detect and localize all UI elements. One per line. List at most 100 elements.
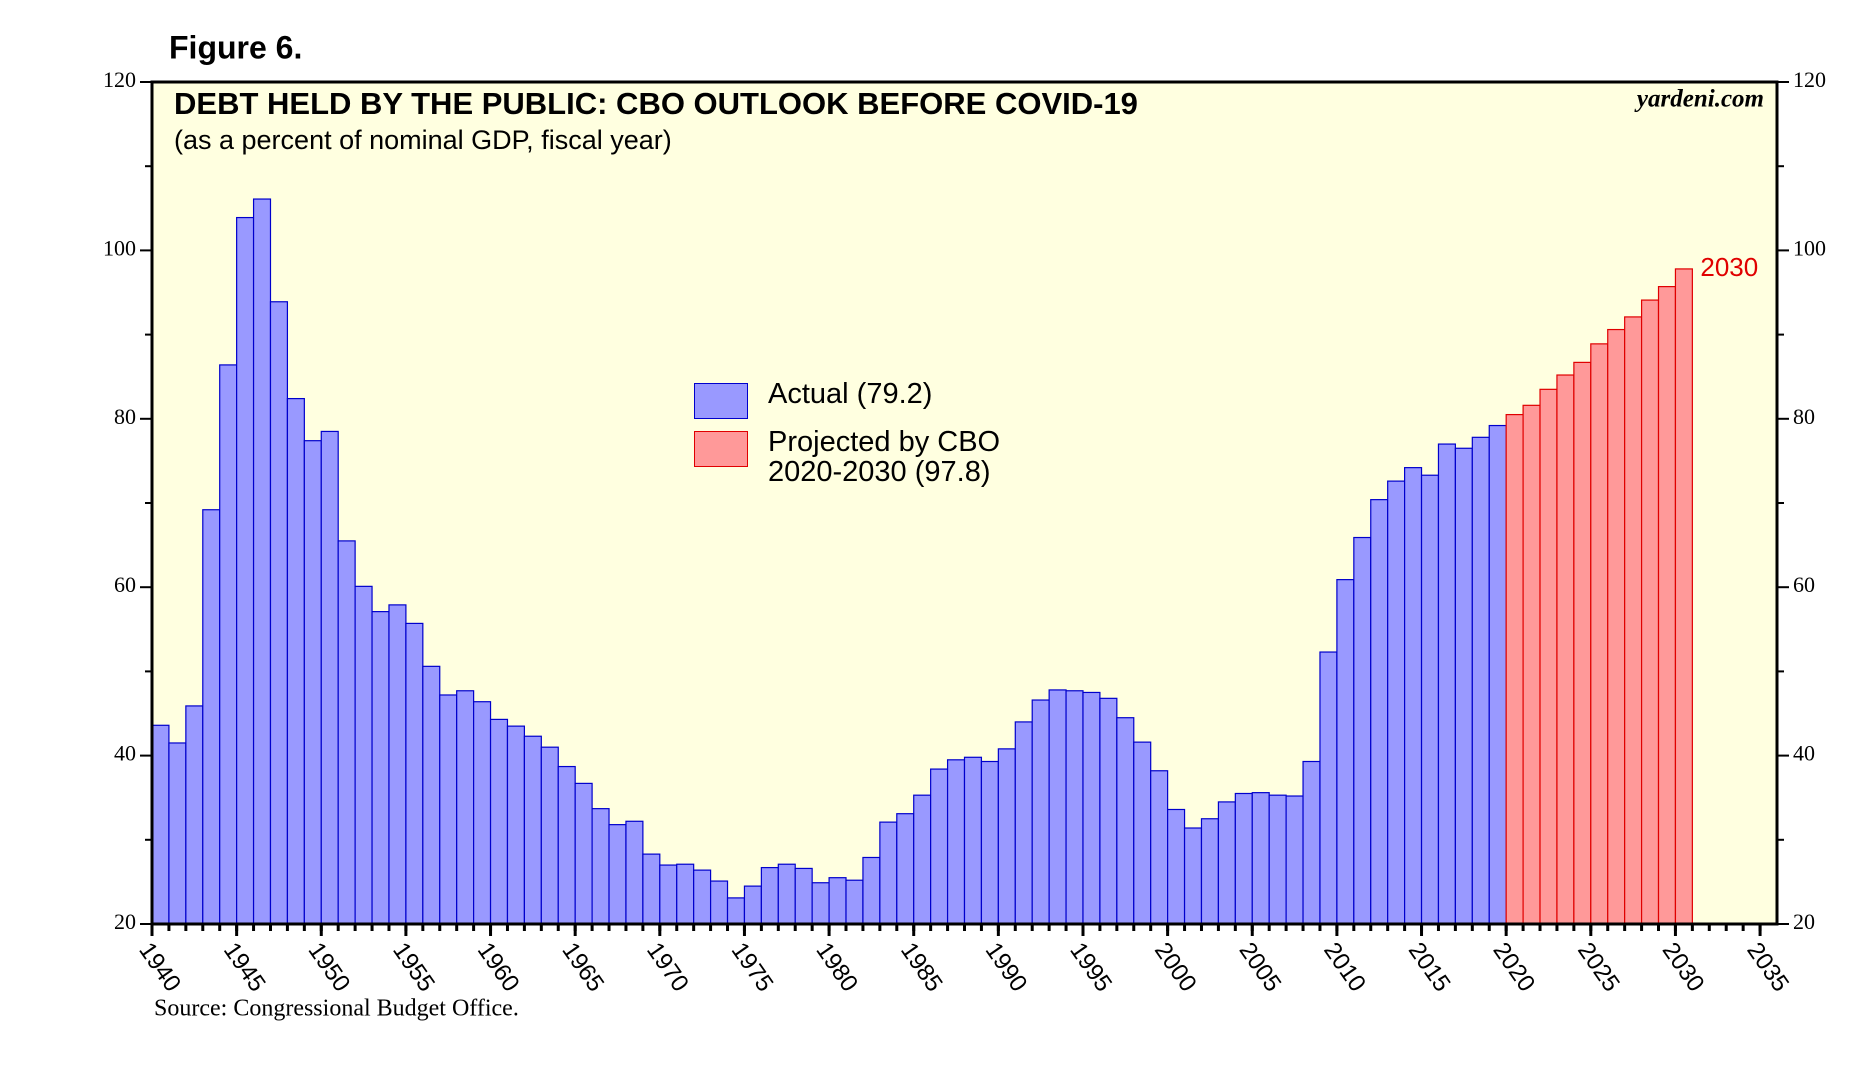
bar bbox=[523, 735, 542, 925]
source-note: Source: Congressional Budget Office. bbox=[154, 996, 519, 1022]
x-tick-label: 1950 bbox=[303, 938, 356, 997]
bar bbox=[439, 694, 458, 925]
bar bbox=[1437, 443, 1456, 925]
bar bbox=[625, 820, 644, 925]
bar bbox=[405, 622, 424, 925]
bar bbox=[828, 877, 847, 925]
x-tick-label: 1985 bbox=[895, 938, 948, 997]
bar bbox=[709, 880, 729, 925]
bar bbox=[1471, 436, 1490, 925]
legend-swatch bbox=[694, 431, 748, 467]
bar bbox=[794, 867, 813, 925]
bar bbox=[1674, 268, 1693, 925]
y-tick-label: 80 bbox=[114, 404, 136, 429]
x-tick-label: 2015 bbox=[1403, 938, 1456, 997]
bar bbox=[1573, 361, 1592, 925]
bar bbox=[1031, 699, 1050, 925]
x-tick-label: 1970 bbox=[641, 938, 694, 997]
bar bbox=[1251, 792, 1270, 925]
bar bbox=[303, 440, 322, 925]
bar bbox=[1200, 818, 1220, 925]
x-tick-label: 1955 bbox=[387, 938, 440, 997]
bar bbox=[693, 869, 712, 925]
bar bbox=[371, 611, 390, 925]
x-tick-label: 1965 bbox=[557, 938, 610, 997]
bar bbox=[557, 765, 576, 925]
bar bbox=[1556, 374, 1575, 925]
x-tick-label: 1940 bbox=[133, 938, 186, 997]
bar bbox=[1607, 328, 1626, 925]
bar bbox=[1539, 388, 1558, 925]
bar bbox=[269, 301, 289, 925]
bar bbox=[489, 718, 509, 925]
bar bbox=[1624, 316, 1643, 925]
bar bbox=[1234, 792, 1253, 925]
bar bbox=[1133, 741, 1152, 925]
bar bbox=[219, 364, 238, 925]
y-tick-label: 120 bbox=[103, 67, 136, 92]
bar bbox=[1404, 467, 1423, 925]
bar bbox=[1590, 343, 1609, 925]
x-tick-label: 1960 bbox=[472, 938, 525, 997]
bar bbox=[963, 756, 983, 925]
chart-title: DEBT HELD BY THE PUBLIC: CBO OUTLOOK BEF… bbox=[174, 86, 1138, 121]
y-tick-label: 60 bbox=[114, 572, 136, 597]
bar bbox=[608, 824, 627, 925]
bar bbox=[1099, 697, 1118, 925]
x-tick-label: 2000 bbox=[1149, 938, 1202, 997]
bar bbox=[1488, 424, 1507, 925]
bar bbox=[168, 742, 187, 925]
bar bbox=[930, 768, 949, 925]
bar bbox=[1640, 299, 1660, 925]
x-tick-label: 2025 bbox=[1572, 938, 1625, 997]
bar bbox=[1353, 536, 1372, 925]
bar bbox=[997, 748, 1016, 925]
x-tick-label: 2020 bbox=[1487, 938, 1540, 997]
legend-label: Actual (79.2) bbox=[768, 378, 933, 410]
bar bbox=[777, 863, 796, 925]
bar bbox=[540, 746, 559, 925]
x-tick-label: 1975 bbox=[726, 938, 779, 997]
x-tick-label: 2030 bbox=[1657, 938, 1710, 997]
bar bbox=[1454, 447, 1473, 925]
bar bbox=[1387, 480, 1406, 925]
bar bbox=[456, 690, 475, 925]
bar bbox=[862, 856, 881, 925]
annotation: 2030 bbox=[1700, 252, 1758, 282]
bar bbox=[1048, 689, 1067, 925]
bar bbox=[1065, 690, 1084, 925]
bar bbox=[845, 879, 864, 925]
bar bbox=[676, 863, 695, 925]
bar bbox=[1167, 808, 1186, 925]
x-tick-label: 2005 bbox=[1234, 938, 1287, 997]
bar bbox=[946, 759, 966, 925]
bar bbox=[1420, 474, 1440, 925]
bar bbox=[1014, 721, 1033, 925]
bar bbox=[980, 760, 999, 925]
bar bbox=[337, 540, 356, 925]
bar bbox=[811, 882, 830, 925]
bar bbox=[320, 430, 339, 925]
bar bbox=[388, 604, 407, 925]
y-tick-label: 20 bbox=[114, 909, 136, 934]
bar bbox=[879, 821, 898, 925]
figure-label: Figure 6. bbox=[169, 29, 302, 65]
bar bbox=[422, 665, 441, 925]
y-tick-label: 100 bbox=[103, 235, 136, 260]
x-tick-label: 1980 bbox=[810, 938, 863, 997]
chart-subtitle: (as a percent of nominal GDP, fiscal yea… bbox=[174, 125, 672, 155]
y2-tick-label: 60 bbox=[1793, 572, 1815, 597]
bar bbox=[1183, 827, 1203, 925]
bar bbox=[151, 724, 170, 925]
x-tick-label: 1990 bbox=[980, 938, 1033, 997]
y2-tick-label: 40 bbox=[1793, 741, 1815, 766]
bar bbox=[1150, 770, 1169, 925]
bar bbox=[286, 397, 305, 925]
bar bbox=[896, 813, 915, 925]
bar bbox=[574, 782, 593, 925]
bar bbox=[1116, 717, 1135, 925]
y2-tick-label: 80 bbox=[1793, 404, 1815, 429]
bar bbox=[506, 725, 525, 925]
